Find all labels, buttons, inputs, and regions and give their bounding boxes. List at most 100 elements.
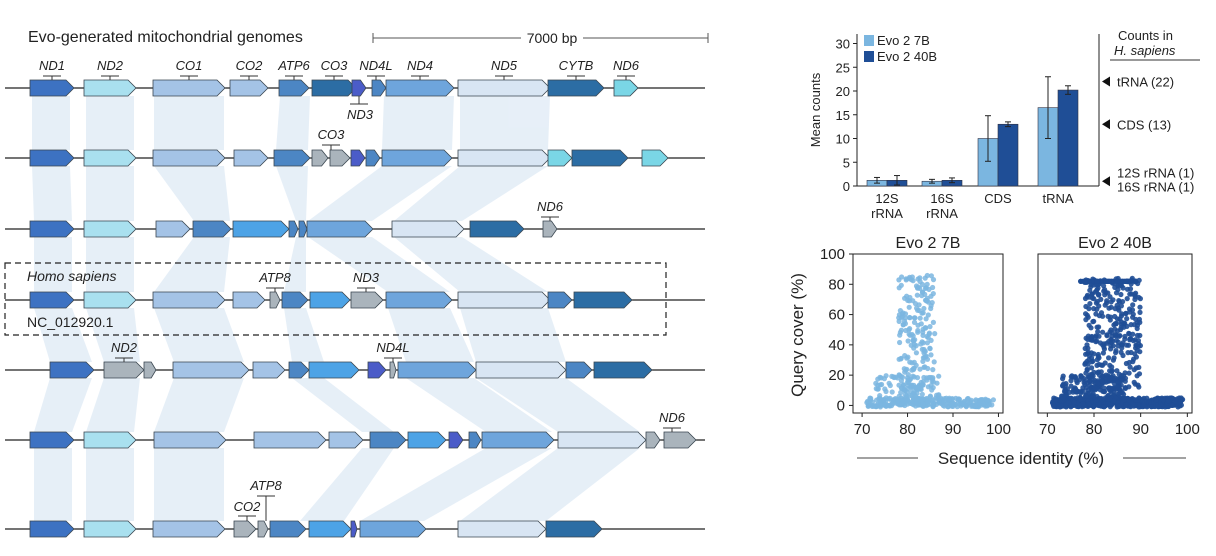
scatter-point [883, 388, 889, 395]
scatter-point [1126, 330, 1132, 336]
bar-y-tick-label: 30 [836, 37, 850, 52]
gene-label-nd2: ND2 [97, 58, 124, 80]
scatter-point [868, 397, 874, 403]
gene-arrow [391, 220, 465, 238]
scatter-point [1086, 306, 1092, 312]
scatter-point [915, 327, 921, 334]
scatter-point [1133, 354, 1139, 360]
reference-marker-label: 16S rRNA (1) [1117, 179, 1194, 194]
gene-arrow [253, 431, 327, 449]
gene-arrow [232, 220, 290, 238]
gene-arrow [481, 431, 555, 449]
synteny-band [154, 448, 224, 521]
gene-arrow [385, 291, 453, 309]
scatter-point [881, 396, 887, 402]
scatter-point [1089, 365, 1095, 371]
scatter-point [919, 391, 925, 397]
synteny-band [284, 237, 306, 292]
scatter-point [946, 396, 952, 403]
scatter-point [1104, 332, 1110, 338]
scatter-point [1108, 402, 1114, 408]
scatter-point [1131, 402, 1137, 408]
gene-arrow [29, 431, 75, 449]
scatter-point [1133, 345, 1139, 351]
gene-arrow [469, 220, 525, 238]
gene-arrow [351, 79, 367, 97]
scatter-point [1123, 310, 1129, 316]
scatter-point [1052, 398, 1058, 404]
gene-label-text: ND4L [359, 58, 392, 73]
gene-arrow [257, 520, 269, 538]
scatter-point [897, 332, 903, 338]
gene-arrow [475, 361, 567, 379]
scatter-point [1086, 322, 1092, 328]
scatter-point [949, 403, 955, 409]
bar-y-tick-label: 5 [843, 155, 850, 170]
bar-category-label: CDS [984, 191, 1012, 206]
synteny-band [460, 96, 550, 150]
scatter-points [864, 272, 997, 410]
bar-y-tick-label: 10 [836, 132, 850, 147]
scatter-point [915, 322, 921, 328]
gene-label-atp8: ATP8 [249, 478, 283, 521]
scatter-point [1153, 397, 1159, 403]
synteny-band [308, 237, 450, 292]
synteny-band [34, 237, 72, 292]
scatter-point [1132, 292, 1138, 298]
gene-arrow [457, 520, 547, 538]
scatter-point [1125, 350, 1131, 356]
gene-arrow [29, 79, 75, 97]
scatter-point [1077, 396, 1083, 403]
scatter-point [910, 337, 916, 343]
scatter-point [908, 382, 915, 388]
scatter-point [1132, 337, 1138, 343]
scatter-point [1136, 371, 1143, 377]
scatter-point [1094, 278, 1100, 284]
gene-arrow [350, 520, 358, 538]
genome-track-6 [5, 431, 705, 449]
gene-label-text: CYTB [559, 58, 594, 73]
gene-arrow [448, 431, 464, 449]
scatter-point [1108, 299, 1114, 305]
gene-label-nd4l: ND4L [376, 340, 410, 362]
scatter-point [908, 388, 914, 394]
gene-arrow [269, 520, 307, 538]
scatter-point [1084, 342, 1090, 348]
scatter-point [924, 340, 931, 346]
scatter-point [1090, 404, 1097, 410]
genome-track-2 [5, 149, 705, 167]
scatter-point [907, 359, 913, 365]
scatter-point [1109, 330, 1115, 336]
gene-label-text: ATP8 [258, 270, 291, 285]
scatter-point [1066, 400, 1072, 406]
gene-arrow [371, 79, 387, 97]
synteny-band [276, 96, 310, 150]
scatter-point [897, 339, 903, 346]
scatter-point [907, 274, 913, 280]
scatter-point [1132, 296, 1138, 303]
scatter-point [1084, 366, 1090, 372]
synteny-band [86, 166, 134, 221]
scatter-point [1131, 367, 1137, 373]
scatter-point [1137, 296, 1143, 302]
reference-accession-label: NC_012920.1 [27, 314, 114, 330]
scatter-point [1115, 328, 1121, 334]
reference-counts-title: Counts in [1118, 28, 1173, 43]
synteny-band [86, 237, 134, 292]
scatter-point [1101, 388, 1108, 395]
scatter-point [957, 400, 964, 406]
scatter-point [866, 402, 872, 408]
reference-genome-box [4, 262, 667, 336]
scatter-point [1136, 341, 1142, 347]
scatter-point [1104, 340, 1110, 346]
gene-label-nd3: ND3 [353, 270, 380, 292]
scatter-point [1116, 371, 1122, 377]
scatter-point [889, 389, 895, 395]
scatter-point [1124, 296, 1130, 302]
gene-arrow [152, 291, 226, 309]
scatter-point [1118, 349, 1124, 355]
scatter-x-tick-label: 100 [986, 421, 1011, 438]
scatter-point [927, 345, 933, 351]
scatter-point [902, 315, 909, 321]
